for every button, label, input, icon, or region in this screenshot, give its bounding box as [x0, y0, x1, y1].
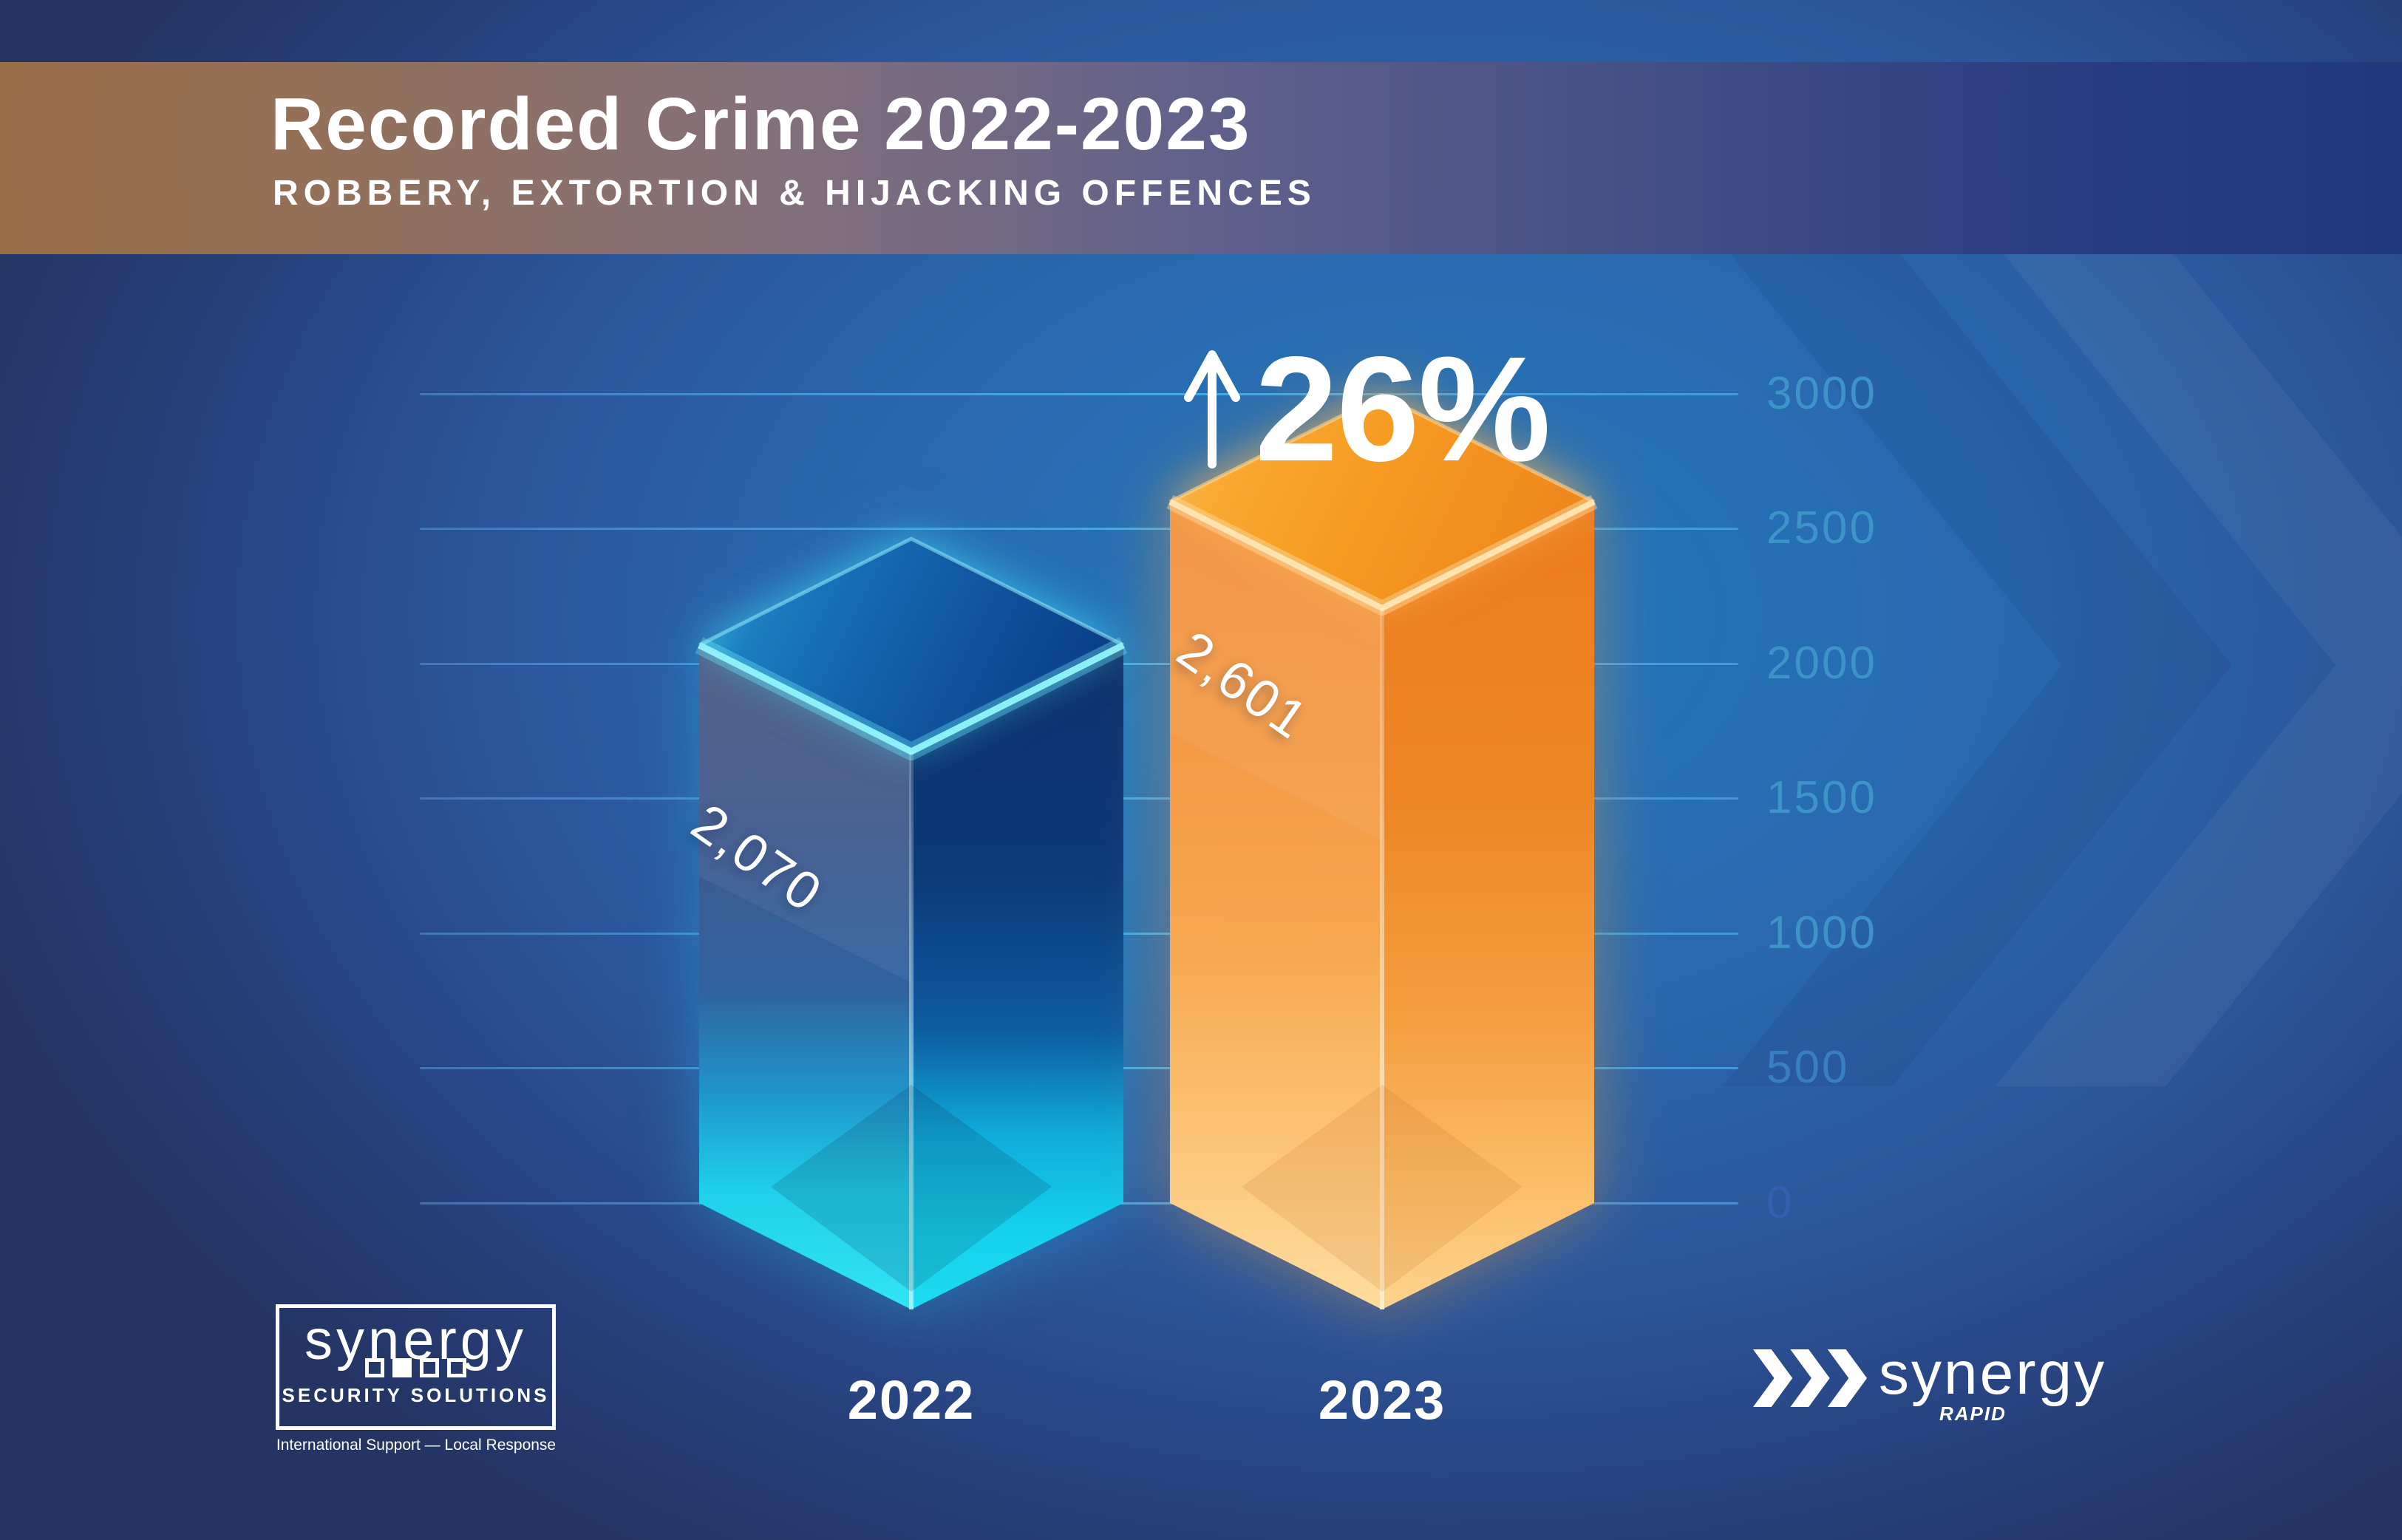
- page-subtitle: ROBBERY, EXTORTION & HIJACKING OFFENCES: [273, 174, 1316, 213]
- bar-2022-left-face: [699, 645, 911, 1309]
- category-label-2022: 2022: [847, 1369, 976, 1431]
- y-axis-tick-label: 2500: [1766, 502, 1877, 553]
- triple-chevron-right-icon: [1753, 1349, 1868, 1407]
- bar-2023-right-face: [1382, 502, 1594, 1309]
- bar-2023-bottom-reflection: [1242, 1085, 1522, 1292]
- bar-2023: [1166, 393, 1598, 1309]
- square-outline-icon: [365, 1358, 384, 1377]
- header-band: [0, 62, 2402, 254]
- y-axis-tick-label: 0: [1766, 1177, 1794, 1228]
- logo-brand: synergy: [304, 1309, 528, 1372]
- bar-2023-sheen: [1170, 502, 1382, 839]
- synergy-security-logo: synergy SECURITY SOLUTIONS: [276, 1304, 556, 1430]
- logo-brand: synergy: [1879, 1340, 2107, 1407]
- page-title: Recorded Crime 2022-2023: [271, 83, 1251, 166]
- bar-2022-right-face: [911, 645, 1123, 1309]
- logo-tagline: International Support — Local Response: [276, 1437, 557, 1454]
- y-axis-tick-label: 1500: [1766, 772, 1877, 823]
- bar-2022-bottom-reflection: [771, 1085, 1052, 1292]
- four-squares-icon: [365, 1358, 466, 1377]
- gridline-2500: [420, 528, 1738, 530]
- gridline-3000: [420, 393, 1738, 395]
- bar-2023-left-face: [1170, 502, 1382, 1309]
- arrow-up-icon: [1184, 350, 1240, 469]
- square-outline-icon: [447, 1358, 466, 1377]
- bar-2022-sheen: [699, 645, 911, 983]
- synergy-rapid-logo: synergy RAPID: [1753, 1343, 2137, 1432]
- bar-2022: [695, 536, 1128, 1309]
- category-label-2023: 2023: [1318, 1369, 1446, 1431]
- y-axis-tick-label: 2000: [1766, 638, 1877, 689]
- square-filled-icon: [392, 1358, 412, 1377]
- logo-division: SECURITY SOLUTIONS: [282, 1384, 550, 1406]
- square-outline-icon: [420, 1358, 439, 1377]
- change-percentage: 26%: [1255, 325, 1551, 492]
- y-axis-tick-label: 1000: [1766, 907, 1877, 958]
- logo-division: RAPID: [1939, 1403, 2007, 1425]
- y-axis-tick-label: 3000: [1766, 368, 1877, 419]
- y-axis-tick-label: 500: [1766, 1042, 1850, 1093]
